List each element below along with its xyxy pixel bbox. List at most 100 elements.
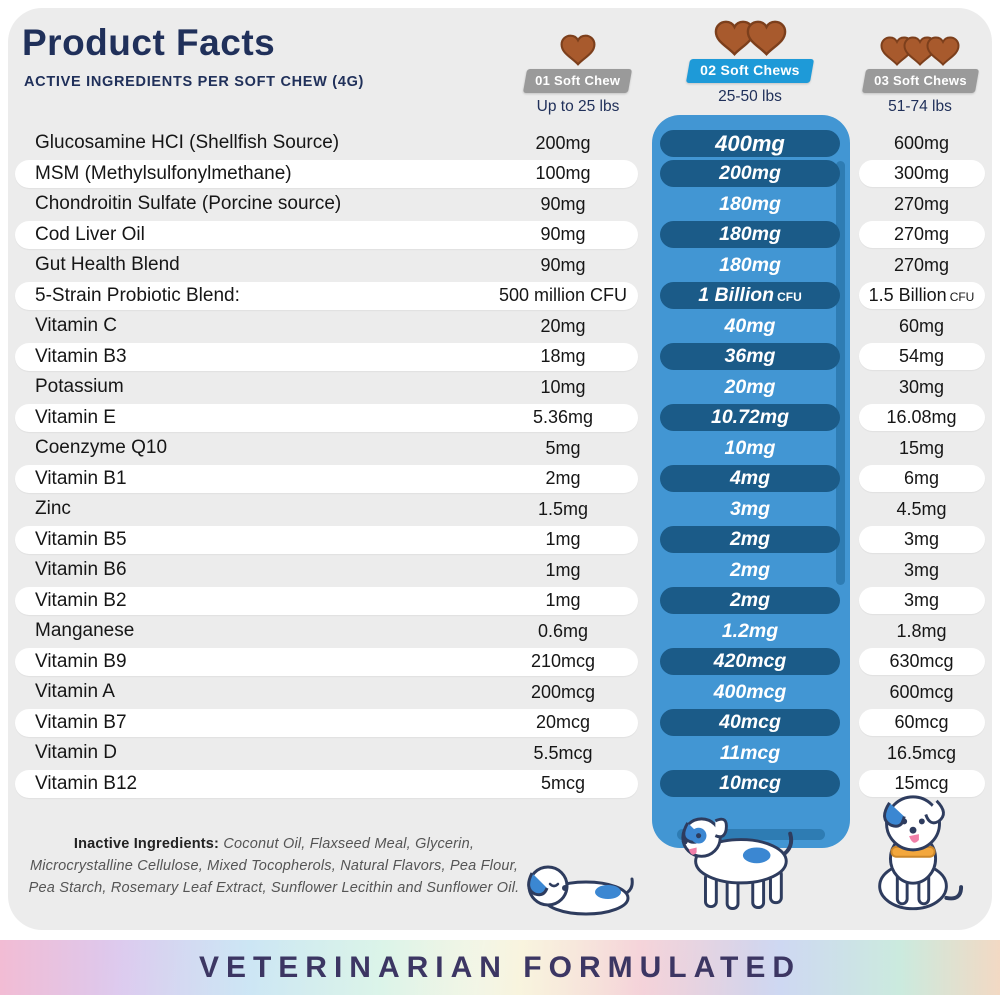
table-row: Vitamin B5 1mg 2mg 3mg — [15, 525, 985, 556]
ingredient-name: Vitamin D — [35, 742, 118, 764]
ingredient-row-pill: Vitamin B9 210mcg — [15, 647, 638, 676]
dose-column-2-cell: 10mcg — [652, 770, 858, 798]
dose-column-1-value: 90mg — [540, 254, 586, 275]
ingredient-row-pill: Vitamin B5 1mg — [15, 525, 638, 554]
dose-column-3-value: 270mg — [858, 221, 985, 249]
dose-column-1-value: 10mg — [540, 376, 586, 397]
table-row: MSM (Methylsulfonylmethane) 100mg 200mg … — [15, 159, 985, 190]
dose-column-2-cell: 200mg — [652, 160, 858, 188]
ingredient-name: Vitamin B5 — [35, 528, 127, 550]
dose-column-3-cell: 3mg — [858, 557, 985, 584]
dose-column-3-cell: 16.5mcg — [858, 740, 985, 767]
ingredient-row-pill: Zinc 1.5mg — [15, 495, 638, 523]
dose-column-2-value: 10mcg — [660, 770, 840, 798]
ingredient-row-pill: Vitamin A 200mcg — [15, 678, 638, 706]
chew-icons — [714, 16, 787, 56]
dose-column-3-cell: 16.08mg — [858, 404, 985, 432]
dose-column-3-value: 600mg — [893, 132, 950, 153]
ingredient-name: Vitamin B2 — [35, 589, 127, 611]
serving-column: 01 Soft Chew Up to 25 lbs — [498, 26, 658, 116]
dose-column-2-value: 420mcg — [660, 648, 840, 676]
weight-range: 25-50 lbs — [718, 88, 782, 105]
dose-column-3-cell: 15mcg — [858, 770, 985, 798]
ingredient-name: Potassium — [35, 376, 124, 398]
dose-column-1-value: 1mg — [545, 559, 581, 580]
dose-column-3-value: 1.5 Billion CFU — [858, 282, 985, 310]
dose-column-3-cell: 1.8mg — [858, 618, 985, 645]
dose-column-3-cell: 15mg — [858, 435, 985, 462]
dose-column-3-cell: 1.5 Billion CFU — [858, 282, 985, 310]
serving-badge-label: 01 Soft Chew — [535, 73, 621, 88]
dose-column-1-value: 1.5mg — [537, 498, 589, 519]
ingredient-row-pill: Vitamin E 5.36mg — [15, 403, 638, 432]
ingredient-name: Vitamin B9 — [35, 650, 127, 672]
serving-column: 03 Soft Chews 51-74 lbs — [840, 26, 1000, 116]
dose-column-3-value: 3mg — [858, 526, 985, 554]
ingredient-name: Coenzyme Q10 — [35, 437, 168, 459]
dose-column-2-value: 1 Billion CFU — [660, 282, 840, 310]
dose-column-3-cell: 270mg — [858, 221, 985, 249]
dose-column-3-value: 16.08mg — [858, 404, 985, 432]
dose-column-3-value: 3mg — [903, 559, 939, 580]
ingredient-row-pill: Glucosamine HCI (Shellfish Source) 200mg — [15, 129, 638, 157]
dose-column-2-value: 180mg — [719, 192, 781, 215]
dose-column-2-cell: 400mcg — [652, 679, 858, 706]
dose-column-3-value: 1.8mg — [896, 620, 947, 641]
chew-heart-icon — [926, 36, 960, 66]
dose-column-1-value: 90mg — [540, 224, 586, 245]
ingredient-row-pill: 5-Strain Probiotic Blend: 500 million CF… — [15, 281, 638, 310]
ingredient-row-pill: Vitamin D 5.5mcg — [15, 739, 638, 767]
dose-column-1-value: 1mg — [545, 590, 581, 611]
dose-column-2-value: 400mg — [660, 129, 840, 157]
inactive-ingredients: Inactive Ingredients: Coconut Oil, Flaxs… — [22, 834, 526, 899]
dose-column-3-value: 600mcg — [889, 681, 954, 702]
table-row: Gut Health Blend 90mg 180mg 270mg — [15, 250, 985, 281]
table-row: 5-Strain Probiotic Blend: 500 million CF… — [15, 281, 985, 312]
ingredient-row-pill: Vitamin B2 1mg — [15, 586, 638, 615]
dose-column-1-value: 90mg — [540, 193, 586, 214]
dose-column-2-cell: 3mg — [652, 496, 858, 523]
dose-column-3-value: 15mcg — [858, 770, 985, 798]
ingredients-table: Glucosamine HCI (Shellfish Source) 200mg… — [15, 115, 985, 848]
table-row: Vitamin A 200mcg 400mcg 600mcg — [15, 677, 985, 708]
ingredient-name: Glucosamine HCI (Shellfish Source) — [35, 132, 340, 154]
dose-column-2-cell: 180mg — [652, 221, 858, 249]
ingredient-row-pill: Vitamin B12 5mcg — [15, 769, 638, 798]
dose-column-3-cell: 4.5mg — [858, 496, 985, 523]
dose-column-2-value: 4mg — [660, 465, 840, 493]
ingredient-name: 5-Strain Probiotic Blend: — [35, 284, 240, 306]
table-row: Vitamin B12 5mcg 10mcg 15mcg — [15, 769, 985, 800]
table-row: Vitamin B9 210mcg 420mcg 630mcg — [15, 647, 985, 678]
ingredient-row-pill: Gut Health Blend 90mg — [15, 251, 638, 279]
chew-icons — [880, 26, 960, 66]
table-row: Vitamin B2 1mg 2mg 3mg — [15, 586, 985, 617]
serving-columns: 01 Soft Chew Up to 25 lbs 02 Soft Chews … — [8, 16, 992, 122]
dose-column-2-cell: 2mg — [652, 557, 858, 584]
dose-column-3-cell: 3mg — [858, 526, 985, 554]
dose-column-3-value: 270mg — [893, 193, 950, 214]
dose-column-2-value: 2mg — [660, 526, 840, 554]
dose-column-1-value: 5mcg — [540, 773, 585, 794]
dose-column-3-cell: 270mg — [858, 252, 985, 279]
chew-icons — [560, 26, 596, 66]
dose-column-3-cell: 30mg — [858, 374, 985, 401]
dose-column-1-value: 1mg — [545, 529, 581, 550]
dose-column-3-value: 630mcg — [858, 648, 985, 676]
dose-column-1-value: 5mg — [545, 437, 581, 458]
dose-column-1-value: 20mcg — [535, 712, 591, 733]
dose-column-2-cell: 1.2mg — [652, 618, 858, 645]
dose-column-2-cell: 20mg — [652, 374, 858, 401]
dose-column-2-cell: 40mg — [652, 313, 858, 340]
ingredient-name: Cod Liver Oil — [35, 223, 145, 245]
dose-column-2-cell: 10.72mg — [652, 404, 858, 432]
ingredient-name: Vitamin B6 — [35, 559, 127, 581]
chew-heart-icon — [560, 34, 596, 66]
dose-column-2-cell: 1 Billion CFU — [652, 282, 858, 310]
page-title: Product Facts — [22, 22, 276, 63]
dose-column-3-value: 60mg — [898, 315, 945, 336]
table-row: Chondroitin Sulfate (Porcine source) 90m… — [15, 189, 985, 220]
ingredient-row-pill: Manganese 0.6mg — [15, 617, 638, 645]
ingredient-name: Chondroitin Sulfate (Porcine source) — [35, 193, 342, 215]
ingredient-name: Vitamin B12 — [35, 772, 138, 794]
product-facts-card: Product Facts ACTIVE INGREDIENTS PER SOF… — [8, 8, 992, 930]
